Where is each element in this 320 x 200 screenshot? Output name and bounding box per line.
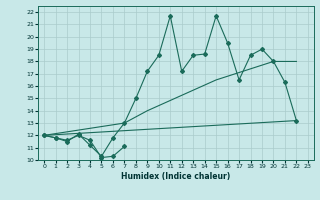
X-axis label: Humidex (Indice chaleur): Humidex (Indice chaleur) [121, 172, 231, 181]
